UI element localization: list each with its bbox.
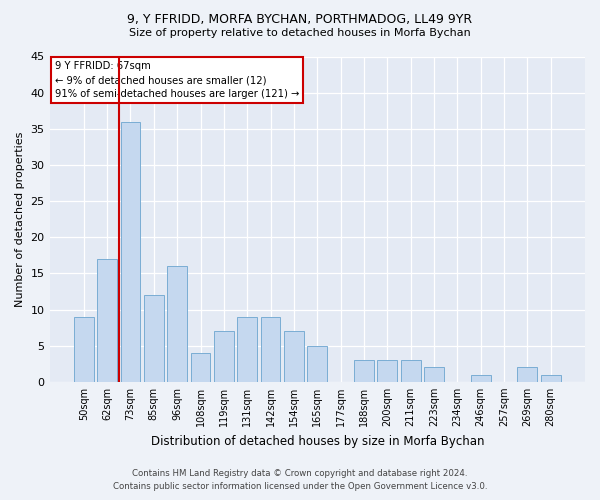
Bar (238, 316, 257, 382)
Bar (541, 374, 560, 382)
Bar (260, 316, 280, 382)
Text: Size of property relative to detached houses in Morfa Bychan: Size of property relative to detached ho… (129, 28, 471, 38)
Bar (144, 295, 164, 382)
Bar (167, 266, 187, 382)
Bar (354, 360, 374, 382)
Bar (377, 360, 397, 382)
Bar (424, 368, 444, 382)
Y-axis label: Number of detached properties: Number of detached properties (15, 132, 25, 307)
Text: 9, Y FFRIDD, MORFA BYCHAN, PORTHMADOG, LL49 9YR: 9, Y FFRIDD, MORFA BYCHAN, PORTHMADOG, L… (127, 12, 473, 26)
Bar (191, 353, 211, 382)
Bar (121, 122, 140, 382)
Bar (284, 331, 304, 382)
Bar (307, 346, 327, 382)
Bar (97, 259, 117, 382)
Bar (401, 360, 421, 382)
X-axis label: Distribution of detached houses by size in Morfa Bychan: Distribution of detached houses by size … (151, 434, 484, 448)
Text: 9 Y FFRIDD: 67sqm
← 9% of detached houses are smaller (12)
91% of semi-detached : 9 Y FFRIDD: 67sqm ← 9% of detached house… (55, 62, 299, 100)
Bar (74, 316, 94, 382)
Text: Contains HM Land Registry data © Crown copyright and database right 2024.
Contai: Contains HM Land Registry data © Crown c… (113, 470, 487, 491)
Bar (214, 331, 234, 382)
Bar (517, 368, 538, 382)
Bar (471, 374, 491, 382)
